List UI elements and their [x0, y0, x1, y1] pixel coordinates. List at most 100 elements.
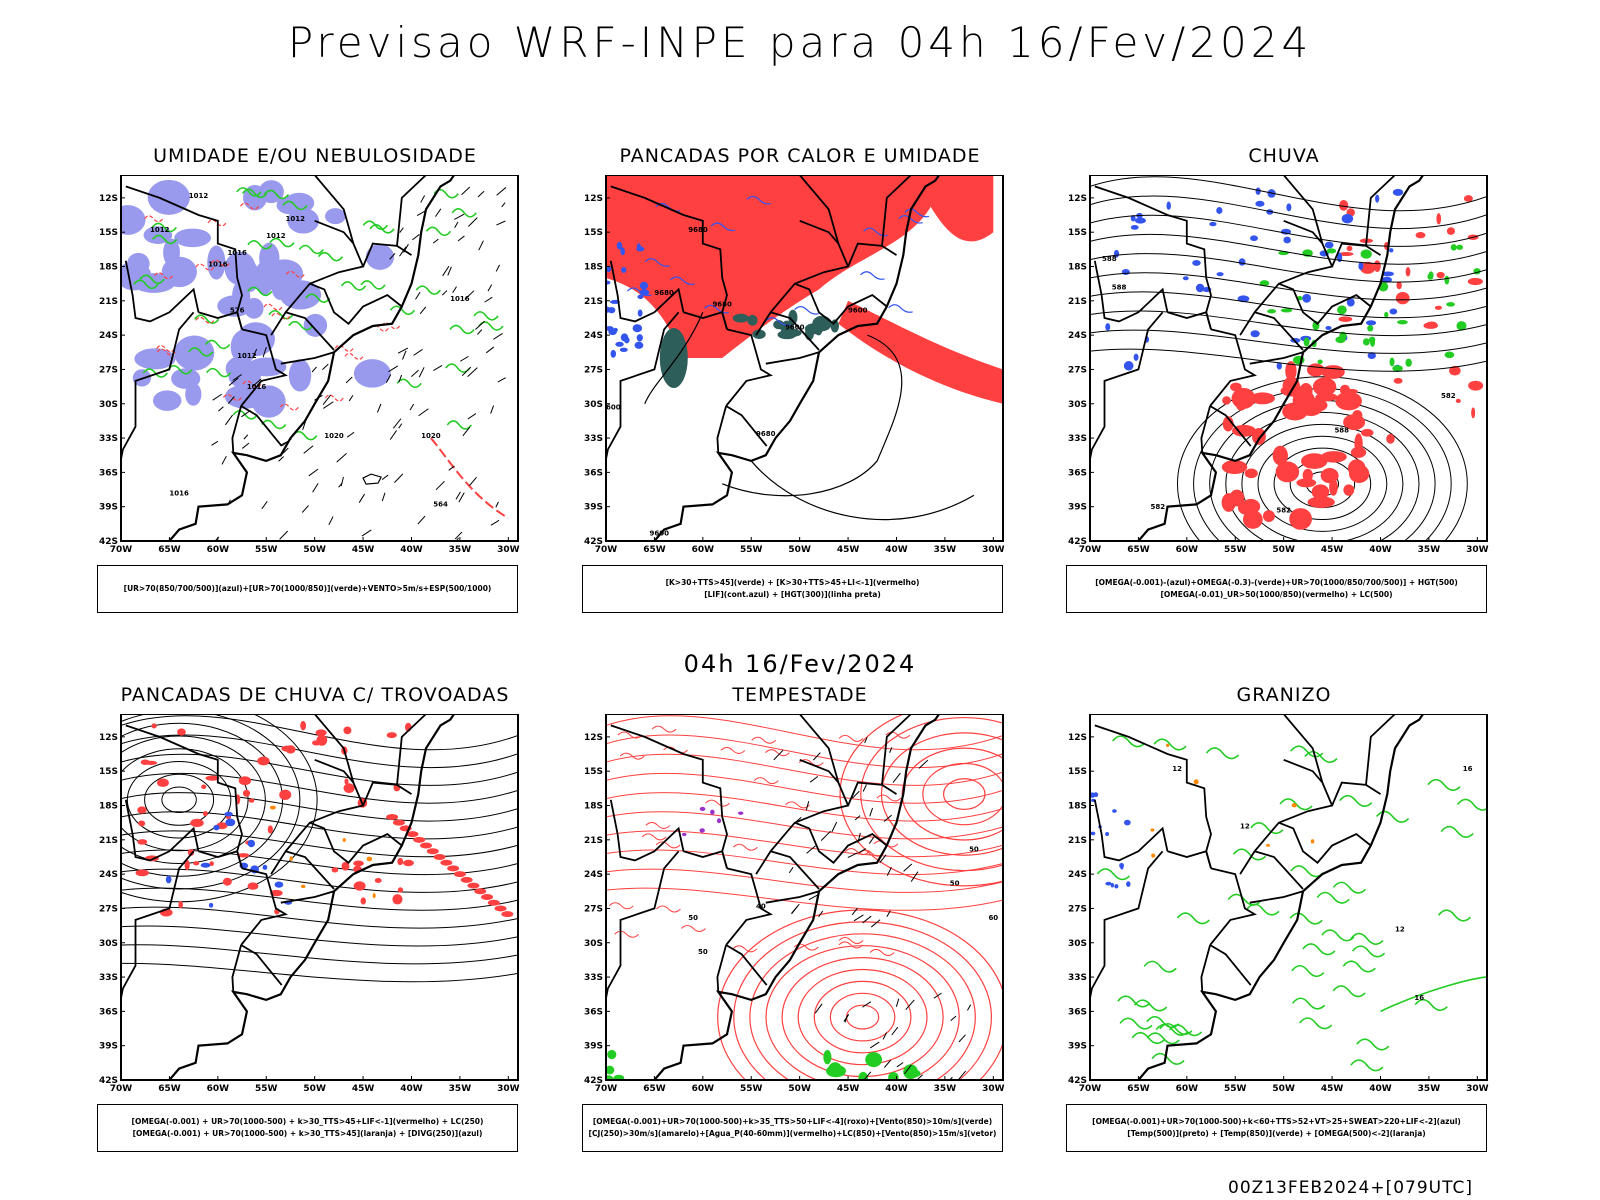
hail-area	[1123, 819, 1131, 826]
temperature-850-contour	[1117, 995, 1151, 1008]
streamline	[1090, 329, 1487, 354]
lon-tick-label: 65W	[643, 545, 666, 555]
streamline-850	[880, 732, 1003, 856]
streamline-850	[839, 714, 1003, 887]
wind-vector	[457, 235, 465, 242]
lat-tick-label: 39S	[584, 1042, 603, 1052]
thunderstorm-area	[481, 894, 494, 900]
plot-frame	[1089, 175, 1488, 542]
precipitable-water-contour	[765, 749, 790, 757]
lat-tick-label: 21S	[584, 297, 603, 307]
lat-tick-label: 30S	[99, 400, 118, 410]
wind-vector	[420, 195, 426, 203]
country-border	[270, 758, 365, 875]
omega-area	[1358, 262, 1364, 271]
streamline-250	[121, 868, 518, 893]
precipitable-water-contour	[614, 930, 639, 938]
wind-vector-850	[950, 1015, 957, 1021]
omega-area	[1250, 235, 1258, 242]
thunderstorm-area	[501, 911, 514, 918]
hail-area	[1120, 865, 1124, 870]
country-border	[1278, 821, 1372, 864]
thunderstorm-area	[201, 784, 207, 789]
lifted-index-contour	[637, 309, 643, 317]
rain-area	[1251, 427, 1266, 445]
country-border	[1167, 311, 1212, 330]
wind-vector-850	[862, 1001, 872, 1008]
instability-area	[925, 175, 994, 242]
wind-vector	[398, 374, 403, 383]
temperature-850-contour	[1332, 985, 1366, 998]
contour-value-label: 1012	[150, 226, 170, 234]
temperature-850-contour	[1290, 865, 1324, 878]
lon-tick-label: 35W	[934, 545, 957, 555]
humidity-low-contour	[396, 378, 422, 389]
lat-tick-label: 21S	[1068, 836, 1087, 846]
legend-line: [OMEGA(-0.001)+UR>70(1000-500)+k>35_TTS>…	[592, 1117, 993, 1126]
wind-vector-850	[870, 919, 881, 928]
strong-wind-area	[865, 1052, 883, 1068]
country-border	[1283, 175, 1324, 244]
rain-area	[1285, 361, 1297, 381]
country-border	[1249, 890, 1304, 904]
lon-tick-label: 70W	[595, 1084, 618, 1094]
omega-strong-area	[1303, 337, 1310, 347]
country-border	[755, 219, 850, 336]
thunderstorm-area	[353, 860, 364, 867]
country-border	[1093, 799, 1169, 862]
rain-area	[1221, 493, 1236, 512]
temperature-850-contour	[1437, 909, 1472, 922]
rain-area	[1463, 195, 1473, 202]
wind-vector	[278, 456, 285, 462]
streamline-250	[121, 734, 518, 769]
humidity-low-contour	[142, 368, 168, 378]
rain-area	[1455, 398, 1461, 403]
temperature-850-contour	[1168, 1024, 1203, 1037]
omega-strong-area	[1444, 351, 1455, 359]
lon-tick-label: 45W	[352, 1084, 375, 1094]
wind-vector	[467, 367, 478, 377]
lon-tick-label: 60W	[692, 1084, 715, 1094]
lifted-index-contour	[610, 349, 617, 358]
wind-vector	[399, 227, 404, 233]
wind-vector-850	[805, 801, 810, 811]
thickness-contour	[381, 322, 401, 330]
lon-tick-label: 50W	[1272, 1084, 1295, 1094]
thunderstorm-area	[193, 861, 200, 866]
temperature-850-contour	[1356, 1038, 1390, 1051]
lat-tick-label: 18S	[1068, 263, 1087, 273]
lat-tick-label: 21S	[584, 836, 603, 846]
omega-strong-area	[1368, 336, 1376, 343]
humidity-mid-level-area	[152, 390, 182, 411]
lon-tick-label: 65W	[1127, 545, 1150, 555]
country-border	[1209, 405, 1252, 447]
wind-vector	[340, 476, 344, 487]
lon-tick-label: 40W	[885, 545, 908, 555]
omega-area	[1166, 201, 1171, 210]
temperature-850-contour	[1232, 848, 1267, 861]
thunderstorm-area	[267, 825, 273, 834]
country-border	[198, 311, 243, 330]
lifted-index-contour	[621, 267, 627, 273]
humidity-mid-level-area	[217, 295, 253, 317]
contour-value-label: 1016	[227, 249, 247, 257]
country-border	[1278, 282, 1372, 325]
rain-area	[1348, 464, 1370, 483]
wind-vector-850	[773, 749, 784, 761]
lat-tick-label: 12S	[99, 733, 118, 743]
rain-area	[1250, 392, 1275, 405]
streamline-250	[121, 792, 518, 822]
rain-area	[1436, 213, 1442, 225]
lat-tick-label: 39S	[584, 503, 603, 513]
wind-vector	[484, 296, 493, 303]
lat-tick-label: 18S	[99, 263, 118, 273]
thunderstorm-area	[237, 853, 250, 858]
lon-tick-label: 30W	[982, 1084, 1005, 1094]
thunderstorm-area	[453, 871, 466, 878]
severe-storm-area	[699, 806, 706, 811]
lon-tick-label: 70W	[1079, 545, 1102, 555]
lon-tick-label: 35W	[449, 545, 472, 555]
wind-vector	[501, 202, 506, 208]
temperature-850-contour	[1133, 999, 1168, 1012]
country-border	[1090, 850, 1164, 1003]
